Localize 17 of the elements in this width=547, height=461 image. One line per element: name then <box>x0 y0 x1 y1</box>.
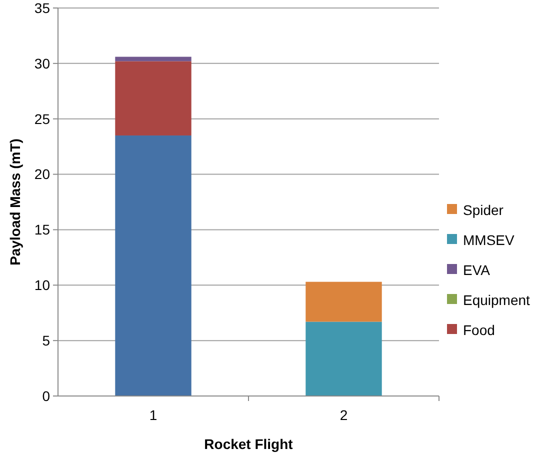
x-tick-label: 1 <box>149 407 158 423</box>
legend-label: EVA <box>463 262 491 278</box>
y-tick-label: 25 <box>34 110 50 127</box>
y-tick-label: 30 <box>34 55 50 72</box>
legend-label: Spider <box>463 202 504 218</box>
legend-label: Food <box>463 322 495 338</box>
y-tick-label: 20 <box>34 166 50 182</box>
legend-label: Equipment <box>463 292 530 308</box>
x-axis-title: Rocket Flight <box>204 436 294 452</box>
x-tick-label: 2 <box>340 407 348 423</box>
y-tick-label: 10 <box>34 277 50 294</box>
y-tick-label: 35 <box>34 0 50 16</box>
legend-label: MMSEV <box>463 232 515 248</box>
y-tick-label: 0 <box>42 388 50 404</box>
y-axis-title: Payload Mass (mT) <box>7 138 23 266</box>
y-tick-label: 15 <box>34 222 50 238</box>
y-tick-label: 5 <box>42 332 50 348</box>
